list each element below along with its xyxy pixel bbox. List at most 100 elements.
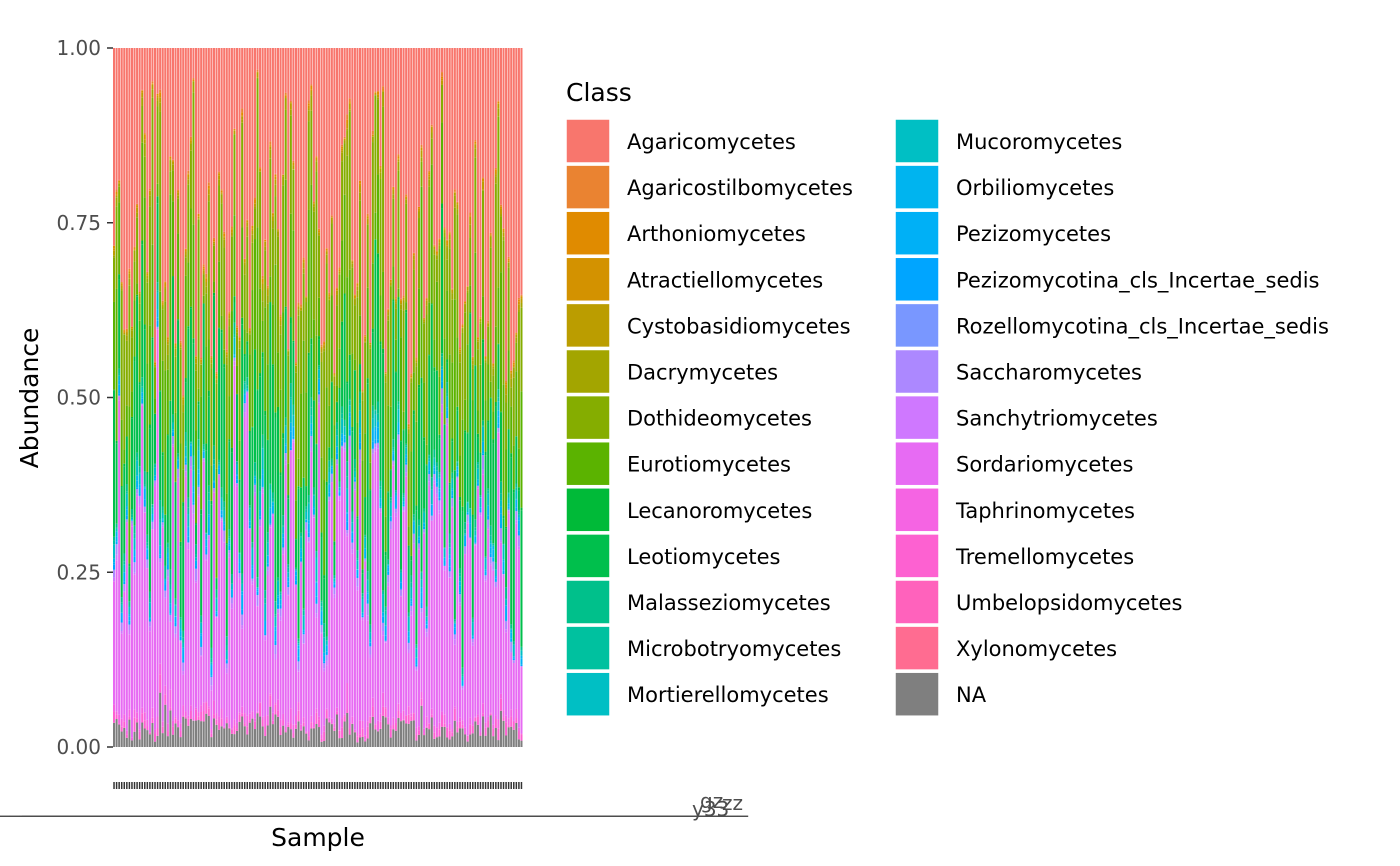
bar-segment <box>494 576 497 579</box>
bar-segment <box>161 300 164 303</box>
bar-segment <box>433 732 436 739</box>
bar-segment <box>159 111 162 292</box>
bar-segment <box>171 436 174 445</box>
bar-segment <box>512 367 515 378</box>
bar-segment <box>113 301 116 390</box>
bar-segment <box>346 123 349 129</box>
bar-segment <box>166 547 169 553</box>
bar-segment <box>341 150 344 153</box>
bar-segment <box>374 439 377 444</box>
bar-segment <box>215 724 218 747</box>
bar-segment <box>328 295 331 297</box>
bar-segment <box>428 458 431 462</box>
bar-segment <box>435 255 438 260</box>
bar-segment <box>197 720 200 747</box>
bar-segment <box>366 224 369 288</box>
bar-segment <box>289 399 292 423</box>
bar-segment <box>476 410 479 434</box>
bar-segment <box>133 709 136 718</box>
bar-segment <box>197 716 200 721</box>
legend-key <box>565 118 611 164</box>
bar-segment <box>294 569 297 571</box>
bar-segment <box>297 306 300 310</box>
bar-segment <box>507 428 510 430</box>
bar-segment <box>243 726 246 747</box>
bar-segment <box>138 303 141 321</box>
bar-segment <box>287 727 290 747</box>
bar-segment <box>359 442 362 450</box>
bar-segment <box>277 710 280 717</box>
bar-segment <box>212 492 215 701</box>
bar-segment <box>120 726 123 732</box>
x-tick-label: ___________ <box>329 793 441 817</box>
bar-segment <box>443 237 446 339</box>
bar-segment <box>164 704 167 747</box>
bar-segment <box>146 568 149 720</box>
bar-segment <box>356 586 359 591</box>
bar-segment <box>266 555 269 556</box>
bar-segment <box>430 164 433 304</box>
bar-segment <box>236 486 239 723</box>
bar-segment <box>484 356 487 359</box>
bar-segment <box>195 560 198 564</box>
bar-segment <box>335 459 338 465</box>
bar-segment <box>361 615 364 618</box>
bar-segment <box>274 173 277 175</box>
bar-segment <box>489 553 492 558</box>
bar-segment <box>433 244 436 246</box>
bar-segment <box>405 476 408 716</box>
bar-segment <box>412 713 415 721</box>
bar-segment <box>441 356 444 367</box>
bar-segment <box>171 160 174 162</box>
bar-segment <box>371 48 374 131</box>
bar-segment <box>133 556 136 563</box>
bar-segment <box>361 614 364 616</box>
bar-segment <box>425 464 428 466</box>
bar-segment <box>359 185 362 193</box>
bar-segment <box>458 362 461 456</box>
bar-segment <box>161 522 164 526</box>
bar-segment <box>310 722 313 729</box>
bar-segment <box>456 201 459 203</box>
bar-segment <box>212 292 215 296</box>
bar-segment <box>292 733 295 738</box>
bar-segment <box>310 397 313 408</box>
bar-segment <box>420 592 423 603</box>
bar-segment <box>325 640 328 645</box>
bar-segment <box>197 388 200 402</box>
bar-segment <box>238 570 241 573</box>
x-tick-label: ___________ <box>285 793 397 817</box>
bar-segment <box>241 122 244 228</box>
bar-segment <box>287 581 290 585</box>
bar-segment <box>402 511 405 711</box>
bar-segment <box>279 620 282 720</box>
bar-segment <box>202 303 205 445</box>
bar-segment <box>328 501 331 718</box>
bar-segment <box>192 504 195 514</box>
bar-segment <box>474 542 477 544</box>
bar-segment <box>379 486 382 490</box>
bar-segment <box>443 48 446 228</box>
bar-segment <box>359 200 362 316</box>
bar-segment <box>118 368 121 374</box>
bar-segment <box>197 216 200 219</box>
bar-segment <box>382 706 385 716</box>
bar-segment <box>456 732 459 747</box>
bar-segment <box>305 529 308 531</box>
bar-segment <box>300 536 303 538</box>
bar-segment <box>274 179 277 185</box>
bar-segment <box>248 713 251 721</box>
bar-segment <box>230 447 233 453</box>
bar-segment <box>505 449 508 527</box>
bar-segment <box>320 633 323 735</box>
bar-segment <box>284 95 287 99</box>
bar-segment <box>125 330 128 332</box>
bar-segment <box>435 493 438 498</box>
bar-segment <box>456 462 459 467</box>
bar-segment <box>225 668 228 674</box>
bar-segment <box>479 364 482 453</box>
bar-segment <box>113 257 116 302</box>
bar-segment <box>482 190 485 297</box>
legend-key <box>894 164 940 210</box>
bar-segment <box>507 267 510 351</box>
